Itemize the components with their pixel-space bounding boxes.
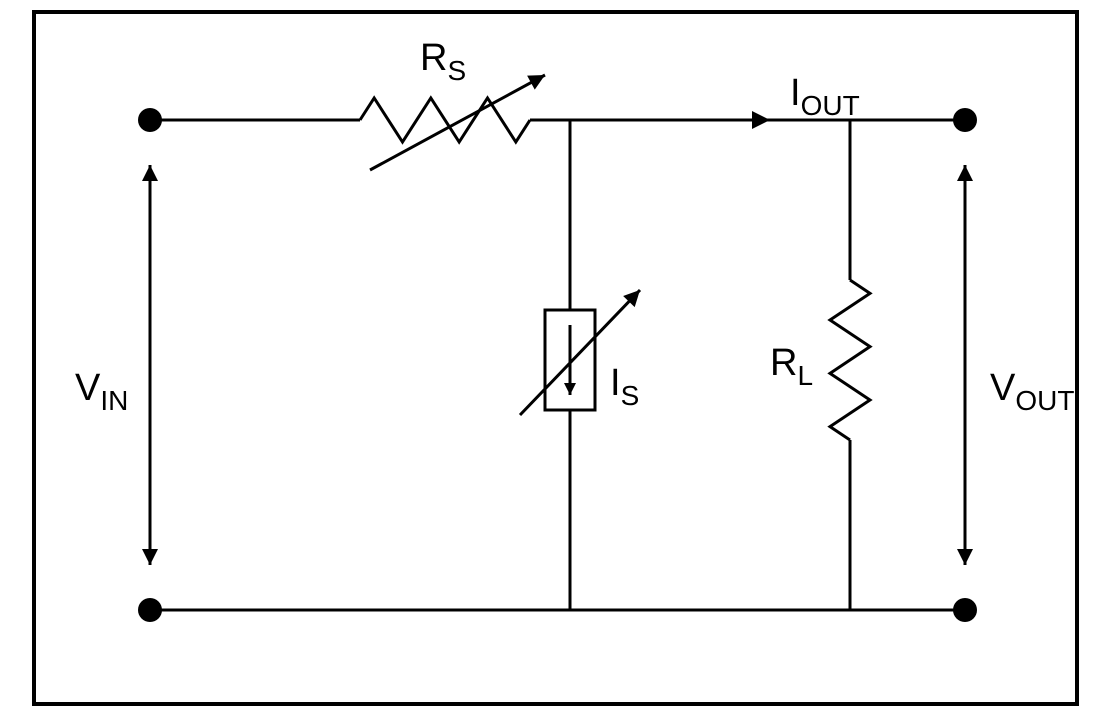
label-iout: IOUT bbox=[790, 72, 860, 121]
label-rl: RL bbox=[770, 342, 813, 391]
circuit-diagram: VIN VOUT RS IS IOUT RL bbox=[0, 0, 1111, 716]
label-rs: RS bbox=[420, 37, 466, 86]
label-is: IS bbox=[610, 362, 639, 411]
label-vin: VIN bbox=[75, 367, 128, 416]
label-vout: VOUT bbox=[990, 367, 1074, 416]
